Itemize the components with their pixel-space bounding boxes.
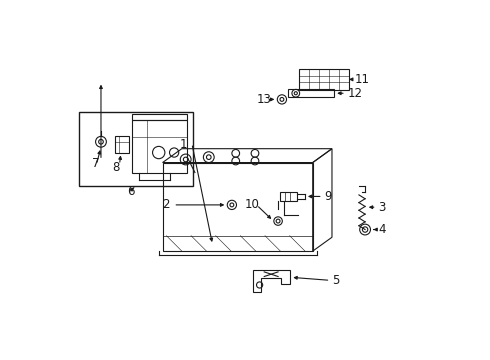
Bar [79, 112, 194, 186]
Text: 4: 4 [378, 223, 386, 236]
Text: 8: 8 [113, 161, 120, 175]
Bar [132, 114, 187, 120]
Text: 12: 12 [347, 87, 363, 100]
Text: 2: 2 [163, 198, 170, 211]
Text: 3: 3 [378, 201, 386, 214]
Bar [132, 120, 187, 172]
Text: 13: 13 [257, 93, 271, 106]
Text: 7: 7 [92, 157, 99, 170]
Text: 5: 5 [332, 274, 340, 287]
Bar [280, 192, 297, 201]
Bar [288, 89, 334, 97]
Text: 1: 1 [179, 138, 187, 151]
Bar [299, 69, 349, 90]
Bar [115, 136, 129, 153]
Text: 11: 11 [355, 73, 370, 86]
Text: 9: 9 [324, 190, 332, 203]
Text: 6: 6 [127, 185, 135, 198]
Bar [163, 163, 313, 251]
Text: 10: 10 [244, 198, 259, 211]
